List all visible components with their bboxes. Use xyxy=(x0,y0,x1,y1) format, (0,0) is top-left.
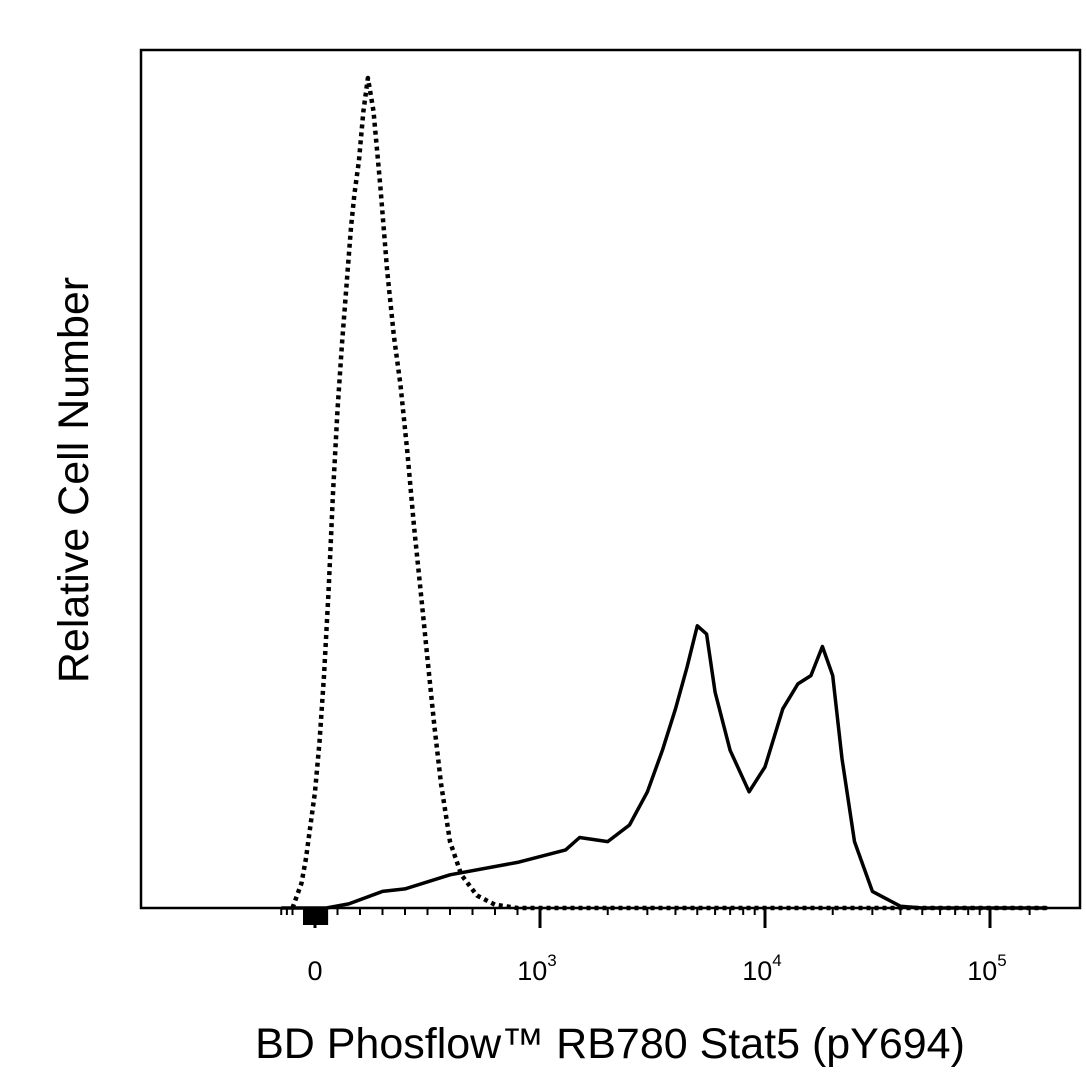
x-tick-label-base: 10 xyxy=(967,956,997,986)
zero-event-marker xyxy=(322,909,329,925)
isotype-control-line xyxy=(290,75,1048,911)
x-tick-label-exponent: 4 xyxy=(772,951,781,970)
x-tick-label-exponent: 3 xyxy=(547,951,556,970)
major-ticks xyxy=(313,908,992,928)
stat5-line xyxy=(281,624,1048,910)
x-tick-label-exponent: 5 xyxy=(997,951,1006,970)
x-tick-label: 103 xyxy=(517,951,557,986)
minor-ticks xyxy=(280,908,1031,915)
x-tick-label-base: 0 xyxy=(307,956,322,986)
x-tick-label-base: 10 xyxy=(742,956,772,986)
x-tick-label: 105 xyxy=(967,951,1007,986)
x-tick-label-base: 10 xyxy=(517,956,547,986)
y-axis-title: Relative Cell Number xyxy=(50,277,98,683)
x-tick-labels: 0 103 104 105 xyxy=(307,951,1006,986)
x-axis-title: BD Phosflow™ RB780 Stat5 (pY694) xyxy=(255,1020,965,1068)
x-tick-label: 104 xyxy=(742,951,782,986)
series-layer xyxy=(281,75,1048,925)
x-tick-label: 0 xyxy=(307,956,322,986)
plot-frame xyxy=(139,48,1082,910)
